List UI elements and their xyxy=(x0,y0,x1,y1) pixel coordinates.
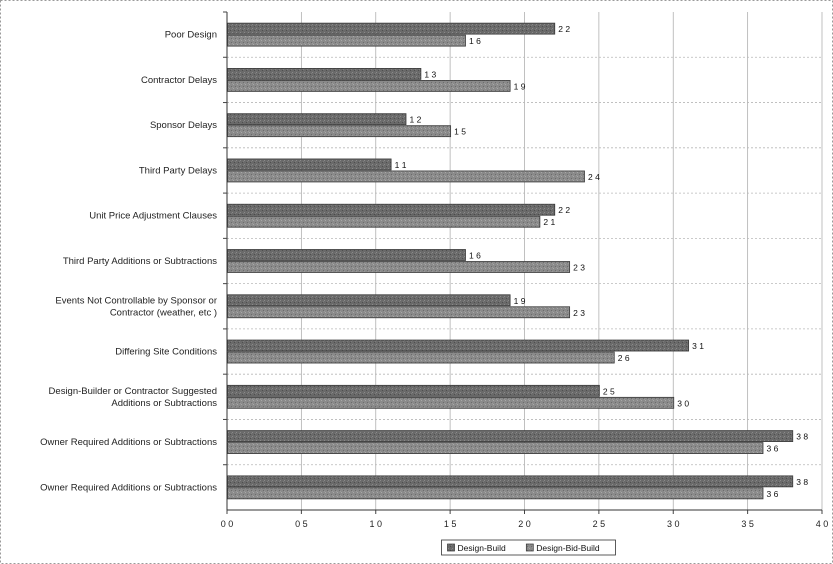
bar-design-bid-build xyxy=(227,306,571,319)
data-label: 3 6 xyxy=(767,489,779,499)
data-label: 2 5 xyxy=(603,386,615,396)
legend-label: Design-Build xyxy=(458,543,506,553)
bar-design-bid-build xyxy=(227,80,511,92)
category-label: Contractor Delays xyxy=(141,75,217,86)
category-label: Third Party Delays xyxy=(139,165,217,176)
legend-swatch xyxy=(525,543,534,552)
category-label: Events Not Controllable by Sponsor or Con… xyxy=(55,295,217,318)
legend-label: Design-Bid-Build xyxy=(536,543,600,553)
bar-design-build xyxy=(227,68,422,80)
data-label: 2 3 xyxy=(573,308,585,318)
bar-design-bid-build xyxy=(227,442,764,454)
x-tick-label: 2 5 xyxy=(593,519,606,529)
data-label: 3 8 xyxy=(796,477,808,487)
data-label: 2 1 xyxy=(543,217,555,227)
bar-design-build xyxy=(227,113,407,126)
category-label: Unit Price Adjustment Clauses xyxy=(89,211,217,222)
category-label: Design-Builder or Contractor Suggested Ad… xyxy=(49,386,218,409)
data-label: 1 3 xyxy=(424,69,436,79)
bar-design-build xyxy=(227,203,556,216)
data-label: 3 6 xyxy=(767,444,779,454)
data-label: 2 3 xyxy=(573,263,585,273)
bar-design-build xyxy=(227,384,600,397)
data-label: 1 6 xyxy=(469,251,481,261)
bar-design-bid-build xyxy=(227,261,571,273)
x-tick-label: 2 0 xyxy=(518,519,531,529)
x-tick-label: 4 0 xyxy=(816,519,829,529)
data-label: 3 1 xyxy=(692,341,704,351)
data-label: 2 6 xyxy=(618,353,630,363)
x-tick-label: 0 5 xyxy=(295,519,308,529)
legend-swatch xyxy=(447,543,455,552)
category-label: Sponsor Delays xyxy=(150,120,217,131)
data-label: 2 2 xyxy=(558,205,570,215)
x-tick-label: 1 5 xyxy=(444,519,457,529)
bar-design-bid-build xyxy=(227,351,615,364)
bar-design-bid-build xyxy=(227,34,466,47)
category-label: Owner Required Additions or Subtractions xyxy=(40,437,217,448)
bar-design-bid-build xyxy=(227,487,764,500)
data-label: 2 2 xyxy=(558,24,570,34)
bar-design-build xyxy=(227,430,794,442)
category-label: Differing Site Conditions xyxy=(115,347,217,358)
bar-design-build xyxy=(227,339,690,352)
data-label: 2 4 xyxy=(588,172,600,182)
bar-design-build xyxy=(227,249,466,261)
bar-design-build xyxy=(227,294,511,307)
data-label: 1 5 xyxy=(454,127,466,137)
bar-design-build xyxy=(227,22,556,35)
bar-design-build xyxy=(227,475,794,488)
x-tick-label: 0 0 xyxy=(221,519,234,529)
bar-design-bid-build xyxy=(227,125,452,138)
x-tick-label: 3 5 xyxy=(741,519,754,529)
data-label: 3 0 xyxy=(677,398,689,408)
bar-design-build xyxy=(227,158,392,171)
bar-design-bid-build xyxy=(227,396,675,409)
category-label: Third Party Additions or Subtractions xyxy=(63,256,217,267)
data-label: 1 2 xyxy=(410,115,422,125)
x-tick-label: 3 0 xyxy=(667,519,680,529)
x-tick-label: 1 0 xyxy=(369,519,382,529)
category-label: Poor Design xyxy=(165,30,217,41)
data-label: 1 9 xyxy=(514,81,526,91)
data-label: 1 1 xyxy=(395,160,407,170)
data-label: 3 8 xyxy=(796,432,808,442)
data-label: 1 9 xyxy=(514,296,526,306)
data-label: 1 6 xyxy=(469,36,481,46)
bar-design-bid-build xyxy=(227,215,541,228)
bar-design-bid-build xyxy=(227,170,585,183)
category-label: Owner Required Additions or Subtractions xyxy=(40,482,217,493)
